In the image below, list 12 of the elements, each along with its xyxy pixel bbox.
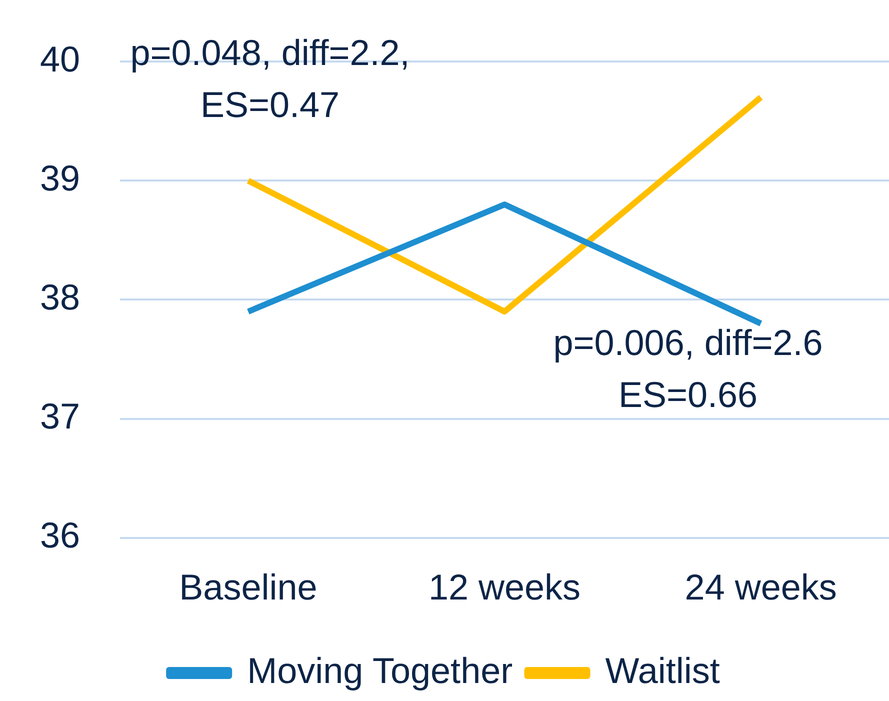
y-tick-label: 40 [40,38,80,80]
y-tick-label: 36 [40,514,80,556]
y-tick-label: 37 [40,396,80,437]
annotation: p=0.048, diff=2.2, ES=0.47 [130,32,410,125]
x-tick-label: 24 weeks [684,566,837,608]
legend-label: Waitlist [605,650,720,691]
y-tick-label: 38 [40,276,80,318]
legend-label: Moving Together [247,650,513,691]
x-tick-label: Baseline [179,566,318,608]
x-tick-label: 12 weeks [428,566,581,608]
annotation: p=0.006, diff=2.6 ES=0.66 [553,322,823,415]
y-tick-label: 39 [40,158,80,199]
